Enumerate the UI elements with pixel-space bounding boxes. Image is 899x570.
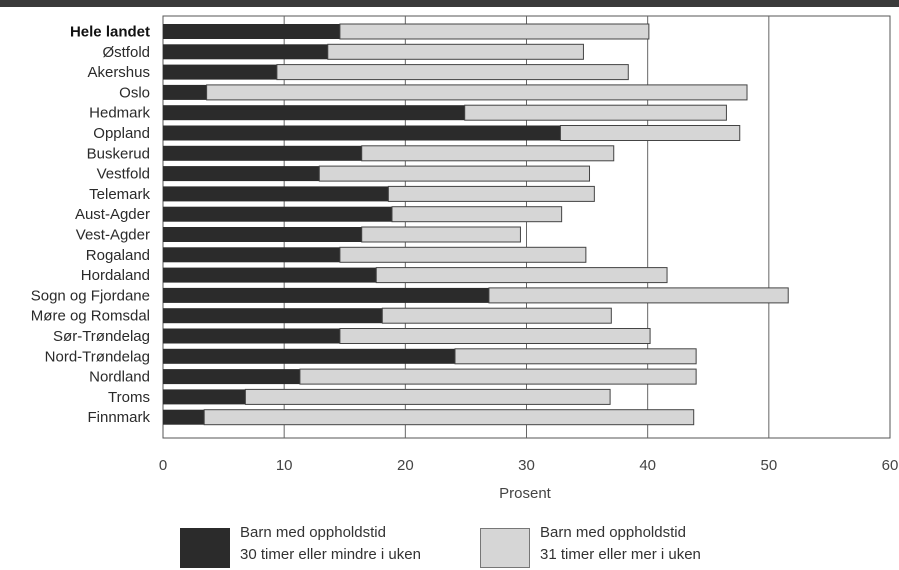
bar-segment-long	[203, 409, 695, 426]
bar-segment-short	[163, 227, 362, 242]
legend-text-2: Barn med oppholdstid 31 timer eller mer …	[540, 522, 701, 566]
bar-segment-short	[163, 308, 383, 324]
bar-segment-long	[361, 226, 521, 243]
x-tick-label: 20	[397, 457, 414, 474]
x-axis-label: Prosent	[499, 485, 552, 502]
bar-segment-short	[163, 348, 456, 364]
bar-segment-long	[361, 145, 615, 162]
legend-item-2: Barn med oppholdstid 31 timer eller mer …	[480, 522, 701, 570]
category-labels: Hele landet Østfold Akershus Oslo Hedmark Opp…	[31, 24, 151, 427]
category-label: Troms	[108, 389, 150, 406]
category-label: Vest-Agder	[76, 227, 150, 244]
bar-segment-long	[327, 43, 584, 60]
bar-segment-short	[163, 166, 320, 182]
category-label: Rogaland	[86, 247, 150, 264]
legend-text-1: Barn med oppholdstid 30 timer eller mind…	[240, 522, 421, 566]
category-label: Møre og Romsdal	[31, 308, 150, 325]
bar-segment-short	[163, 125, 561, 141]
legend-2-line2: 31 timer eller mer i uken	[540, 546, 701, 563]
bar-segment-long	[464, 104, 727, 121]
bar-segment-short	[163, 247, 340, 263]
category-label: Hordaland	[81, 267, 150, 284]
bar-segment-short	[163, 64, 277, 80]
bar-segment-long	[318, 165, 591, 182]
category-label: Aust-Agder	[75, 206, 150, 223]
bar-segment-long	[391, 206, 563, 223]
legend-1-line2: 30 timer eller mindre i uken	[240, 546, 421, 563]
bar-segment-short	[163, 389, 246, 405]
bar-segment-short	[163, 24, 340, 39]
bar-segment-short	[163, 105, 465, 121]
bars	[163, 23, 789, 426]
bar-segment-long	[488, 287, 789, 304]
bar-segment-short	[163, 267, 377, 283]
category-label: Telemark	[89, 186, 150, 203]
x-tick-label: 50	[760, 457, 777, 474]
bar-segment-long	[339, 328, 651, 344]
x-tick-label: 60	[882, 457, 899, 474]
x-tick-labels: 0 10 20 30 40 50 60	[159, 457, 899, 474]
bar-segment-short	[163, 409, 205, 425]
bar-segment-short	[163, 287, 489, 303]
category-label: Sogn og Fjordane	[31, 287, 150, 304]
category-label: Oslo	[119, 84, 150, 101]
bar-segment-long	[381, 307, 612, 324]
bar-segment-long	[454, 348, 697, 365]
legend-1-line1: Barn med oppholdstid	[240, 524, 386, 541]
category-label: Akershus	[87, 64, 150, 81]
x-tick-label: 40	[639, 457, 656, 474]
category-label: Østfold	[102, 44, 150, 61]
legend-item-1: Barn med oppholdstid 30 timer eller mind…	[180, 522, 421, 570]
legend-swatch-1	[180, 528, 230, 568]
bar-segment-long	[244, 388, 611, 405]
bar-segment-long	[339, 23, 650, 40]
top-dark-band	[0, 0, 899, 7]
bar-segment-short	[163, 206, 393, 222]
bar-segment-long	[276, 64, 629, 81]
bar-segment-short	[163, 145, 362, 161]
bar-segment-long	[387, 185, 595, 202]
category-label: Oppland	[93, 125, 150, 142]
legend-swatch-2	[480, 528, 530, 568]
x-tick-label: 30	[518, 457, 535, 474]
bar-segment-long	[559, 125, 741, 141]
category-label: Hele landet	[70, 24, 150, 41]
bar-segment-long	[206, 84, 748, 101]
bar-segment-long	[299, 368, 697, 385]
category-label: Nord-Trøndelag	[45, 348, 150, 365]
category-label: Finnmark	[87, 409, 150, 426]
x-tick-label: 0	[159, 457, 167, 474]
category-label: Buskerud	[87, 145, 150, 162]
bar-segment-short	[163, 44, 328, 60]
bar-segment-short	[163, 369, 300, 385]
legend-2-line1: Barn med oppholdstid	[540, 524, 686, 541]
x-tick-label: 10	[276, 457, 293, 474]
bar-segment-short	[163, 328, 340, 344]
stacked-bar-chart: Hele landet Østfold Akershus Oslo Hedmark Opp…	[0, 0, 899, 502]
bar-segment-long	[375, 267, 668, 284]
category-label: Hedmark	[89, 105, 150, 122]
bar-segment-short	[163, 186, 389, 202]
bar-segment-short	[163, 84, 207, 100]
category-label: Vestfold	[97, 166, 150, 183]
category-label: Nordland	[89, 369, 150, 386]
category-label: Sør-Trøndelag	[53, 328, 150, 345]
bar-segment-long	[339, 246, 587, 263]
